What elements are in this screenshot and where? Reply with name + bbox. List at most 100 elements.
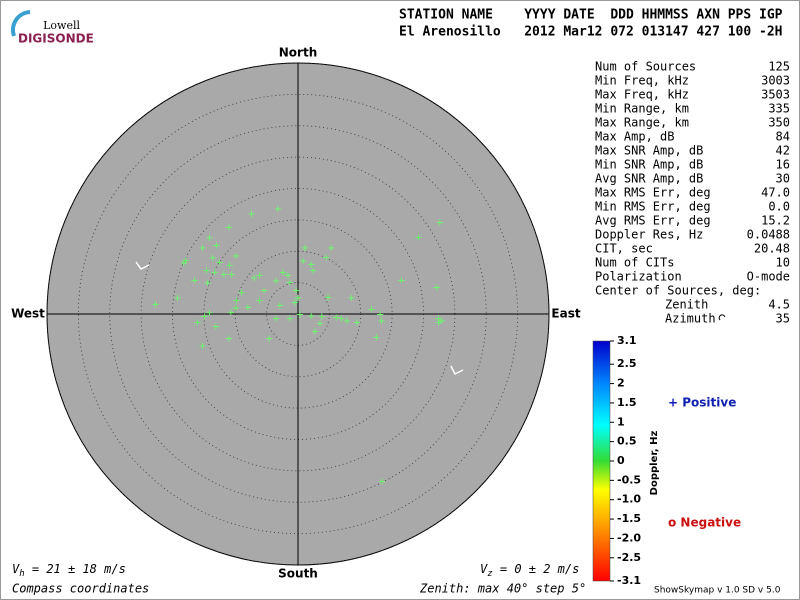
stat-value: 42 — [776, 144, 790, 158]
stat-value: 47.0 — [761, 186, 790, 200]
south-label: South — [278, 567, 318, 581]
source-point: + — [151, 299, 159, 310]
source-point: + — [276, 301, 284, 312]
vz-symbol: V — [480, 562, 488, 576]
source-point: + — [322, 252, 330, 263]
west-label: West — [11, 307, 45, 321]
coords: Compass coordinates — [12, 582, 149, 596]
source-point: + — [296, 310, 304, 321]
source-point: + — [232, 296, 240, 307]
version: ShowSkymap v 1.0 SD v 5.0 — [654, 586, 781, 596]
colorbar-tick-label: -2.0 — [617, 531, 641, 544]
stat-label: Avg RMS Err, deg — [595, 214, 711, 228]
source-point: + — [291, 298, 299, 309]
colorbar-tick-label: -3.1 — [617, 574, 641, 587]
source-point: + — [232, 303, 240, 314]
center-value: 4.5 — [768, 298, 790, 312]
colorbar-tick-label: 1 — [617, 415, 625, 428]
source-point: + — [301, 243, 309, 254]
colorbar-title: Doppler, Hz — [649, 431, 660, 496]
source-point: + — [327, 243, 335, 254]
source-point: + — [316, 318, 324, 329]
source-point: + — [198, 243, 206, 254]
source-point: + — [377, 316, 385, 327]
source-point: + — [250, 273, 258, 284]
colorbar-tick-label: 2.5 — [617, 357, 637, 370]
source-point: + — [294, 293, 302, 304]
velocity-marker — [450, 365, 464, 376]
colorbar-tick-label: 2 — [617, 377, 625, 390]
stat-label: Max Amp, dB — [595, 130, 674, 144]
source-point: + — [212, 321, 220, 332]
logo-top: Lowell — [43, 19, 80, 32]
zenith-info: Zenith: max 40° step 5° — [419, 582, 586, 596]
colorbar — [592, 340, 611, 582]
stat-value: 20.48 — [754, 242, 790, 256]
source-point: + — [272, 313, 280, 324]
vh-sub: h — [19, 569, 24, 579]
stat-value: 3503 — [761, 88, 790, 102]
source-point: + — [311, 326, 319, 337]
stat-value: 335 — [768, 102, 790, 116]
colorbar-tick-label: 3.1 — [617, 334, 637, 347]
colorbar-tick-label: 0 — [617, 454, 625, 467]
stat-label: Num of CITs — [595, 256, 674, 270]
source-point: + — [279, 267, 287, 278]
source-point: + — [332, 313, 340, 324]
source-point: + — [367, 304, 375, 315]
stat-label: Min Freq, kHz — [595, 74, 689, 88]
source-point: + — [244, 303, 252, 314]
source-point: + — [198, 341, 206, 352]
source-point: + — [434, 313, 442, 324]
stat-value: 84 — [776, 130, 790, 144]
source-point: + — [397, 276, 405, 287]
stat-value: 16 — [776, 158, 790, 172]
source-point: + — [309, 266, 317, 277]
source-point: + — [337, 313, 345, 324]
colorbar-tick-label: -2.5 — [617, 551, 641, 564]
center-title: Center of Sources, deg: — [595, 284, 761, 298]
east-label: East — [551, 307, 580, 321]
stat-label: Doppler Res, Hz — [595, 228, 703, 242]
source-point: + — [181, 256, 189, 267]
source-point: + — [432, 283, 440, 294]
source-point: + — [318, 311, 326, 322]
stat-label: Min SNR Amp, dB — [595, 158, 703, 172]
stat-value: O-mode — [747, 270, 790, 284]
logo-main: DIGISONDE — [18, 32, 94, 46]
stat-label: Min RMS Err, deg — [595, 200, 711, 214]
stat-label: Max Range, km — [595, 116, 689, 130]
center-value: 35 — [776, 312, 790, 326]
source-point: + — [292, 286, 300, 297]
stat-value: 350 — [768, 116, 790, 130]
center-label: Zenith — [665, 298, 708, 312]
source-point: + — [237, 288, 245, 299]
stat-label: Polarization — [595, 270, 682, 284]
source-point: + — [227, 308, 235, 319]
legend-positive: + Positive — [668, 396, 736, 410]
source-point: + — [200, 311, 208, 322]
colorbar-tick-label: -1.0 — [617, 493, 641, 506]
source-point: + — [193, 318, 201, 329]
source-point: + — [284, 271, 292, 282]
source-point: + — [205, 233, 213, 244]
source-point: + — [208, 253, 216, 264]
stat-label: Max RMS Err, deg — [595, 186, 711, 200]
source-point: + — [299, 256, 307, 267]
stat-label: CIT, sec — [595, 242, 653, 256]
source-point: + — [202, 266, 210, 277]
source-point: + — [203, 278, 211, 289]
legend-negative: o Negative — [668, 516, 741, 530]
stat-label: Max Freq, kHz — [595, 88, 689, 102]
source-point: + — [210, 267, 218, 278]
source-point: + — [353, 318, 361, 329]
source-point: + — [173, 293, 181, 304]
source-point: + — [232, 251, 240, 262]
stat-value: 0.0 — [768, 200, 790, 214]
source-point: + — [307, 259, 315, 270]
center-label: Azimuth — [665, 312, 716, 326]
source-point: + — [286, 277, 294, 288]
source-point: + — [225, 261, 233, 272]
source-point: + — [205, 308, 213, 319]
